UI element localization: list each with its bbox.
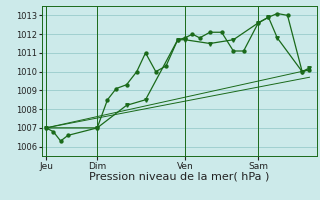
X-axis label: Pression niveau de la mer( hPa ): Pression niveau de la mer( hPa ) xyxy=(89,172,269,182)
